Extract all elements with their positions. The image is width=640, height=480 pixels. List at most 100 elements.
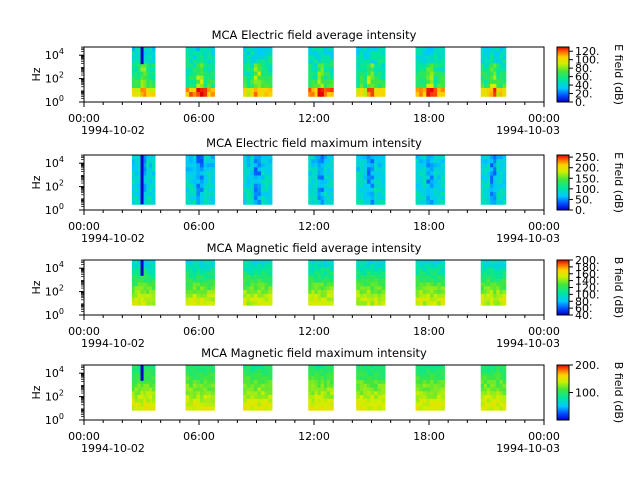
heatmap-cell <box>203 387 208 392</box>
heatmap-cell <box>483 79 488 85</box>
heatmap-cell <box>480 92 485 97</box>
heatmap-cell <box>381 368 386 374</box>
heatmap-cell <box>152 47 156 52</box>
heatmap-cell <box>149 171 153 177</box>
heatmap-cell <box>356 59 361 64</box>
heatmap-cell <box>440 47 445 52</box>
heatmap-cell <box>323 271 328 276</box>
heatmap-cell <box>437 301 442 306</box>
heatmap-cell <box>140 383 145 389</box>
heatmap-cell <box>146 63 150 69</box>
heatmap-cell <box>320 387 325 392</box>
y-axis-label: Hz <box>30 280 43 294</box>
heatmap-cell <box>207 275 212 280</box>
y-tick-label: 100 <box>45 307 64 322</box>
heatmap-cell <box>314 155 319 160</box>
heatmap-cell <box>381 365 386 370</box>
heatmap-cell <box>264 79 269 85</box>
heatmap-cell <box>440 391 445 396</box>
heatmap-cell <box>152 380 156 385</box>
heatmap-cell <box>440 183 445 189</box>
y-tick-label: 102 <box>45 179 64 194</box>
heatmap-cell <box>419 191 424 197</box>
heatmap-cell <box>429 297 435 302</box>
heatmap-cell <box>268 402 273 407</box>
heatmap-cell <box>311 398 316 404</box>
heatmap-cell <box>370 59 375 64</box>
heatmap-cell <box>426 260 431 265</box>
heatmap-cell <box>253 282 259 287</box>
heatmap-cell <box>152 365 156 370</box>
heatmap-cell <box>192 395 197 400</box>
heatmap-cell <box>363 191 368 197</box>
heatmap-cell <box>196 87 201 93</box>
heatmap-cell <box>253 167 259 172</box>
heatmap-cell <box>490 395 494 400</box>
heatmap-cell <box>415 376 420 381</box>
heatmap-cell <box>268 59 273 64</box>
heatmap-cell <box>415 290 420 295</box>
heatmap-cell <box>137 92 142 97</box>
heatmap-cell <box>493 301 497 306</box>
heatmap-cell <box>502 260 507 265</box>
heatmap-cell <box>317 398 322 404</box>
heatmap-cell <box>261 191 266 197</box>
heatmap-cell <box>330 183 334 189</box>
heatmap-cell <box>196 71 201 77</box>
heatmap-cell <box>433 92 438 97</box>
heatmap-cell <box>359 267 364 272</box>
heatmap-cell <box>311 47 316 52</box>
heatmap-cell <box>490 47 494 52</box>
heatmap-cell <box>437 293 442 299</box>
heatmap-cell <box>152 179 156 185</box>
heatmap-cell <box>314 191 319 197</box>
heatmap-cell <box>320 372 325 377</box>
heatmap-cell <box>490 200 494 205</box>
heatmap-cell <box>268 290 273 295</box>
heatmap-cell <box>131 368 136 374</box>
heatmap-cell <box>377 83 382 89</box>
heatmap-cell <box>440 71 445 77</box>
heatmap-cell <box>137 163 142 168</box>
heatmap-cell <box>356 51 361 56</box>
heatmap-cell <box>199 368 205 374</box>
heatmap-cell <box>137 260 142 265</box>
heatmap-cell <box>377 75 382 81</box>
heatmap-cell <box>137 387 142 392</box>
heatmap-cell <box>426 263 431 269</box>
heatmap-cell <box>143 59 147 64</box>
heatmap-cell <box>314 175 319 181</box>
heatmap-cell <box>419 92 424 97</box>
heatmap-cell <box>440 395 445 400</box>
heatmap-cell <box>486 383 491 389</box>
heatmap-cell <box>143 179 147 185</box>
heatmap-cell <box>377 67 382 73</box>
heatmap-cell <box>203 47 208 52</box>
heatmap-cell <box>246 286 251 291</box>
heatmap-cell <box>323 183 328 189</box>
heatmap-cell <box>210 293 215 299</box>
heatmap-cell <box>419 55 424 60</box>
heatmap-cell <box>377 380 382 385</box>
heatmap-cell <box>356 290 361 295</box>
heatmap-cell <box>207 83 212 89</box>
heatmap-cell <box>381 282 386 287</box>
heatmap-cell <box>143 260 147 265</box>
heatmap-cell <box>243 87 248 93</box>
heatmap-cell <box>152 383 156 389</box>
heatmap-cell <box>320 63 325 69</box>
heatmap-cell <box>483 179 488 185</box>
heatmap-cell <box>374 171 379 177</box>
heatmap-cell <box>374 63 379 69</box>
heatmap-cell <box>308 376 312 381</box>
heatmap-cell <box>207 271 212 276</box>
heatmap-cell <box>433 271 438 276</box>
heatmap-cell <box>359 167 364 172</box>
heatmap-cell <box>185 263 190 269</box>
heatmap-cell <box>203 183 208 189</box>
heatmap-cell <box>308 79 312 85</box>
heatmap-cell <box>246 183 251 189</box>
heatmap-cell <box>320 55 325 60</box>
heatmap-cell <box>359 175 364 181</box>
heatmap-cell <box>502 163 507 168</box>
